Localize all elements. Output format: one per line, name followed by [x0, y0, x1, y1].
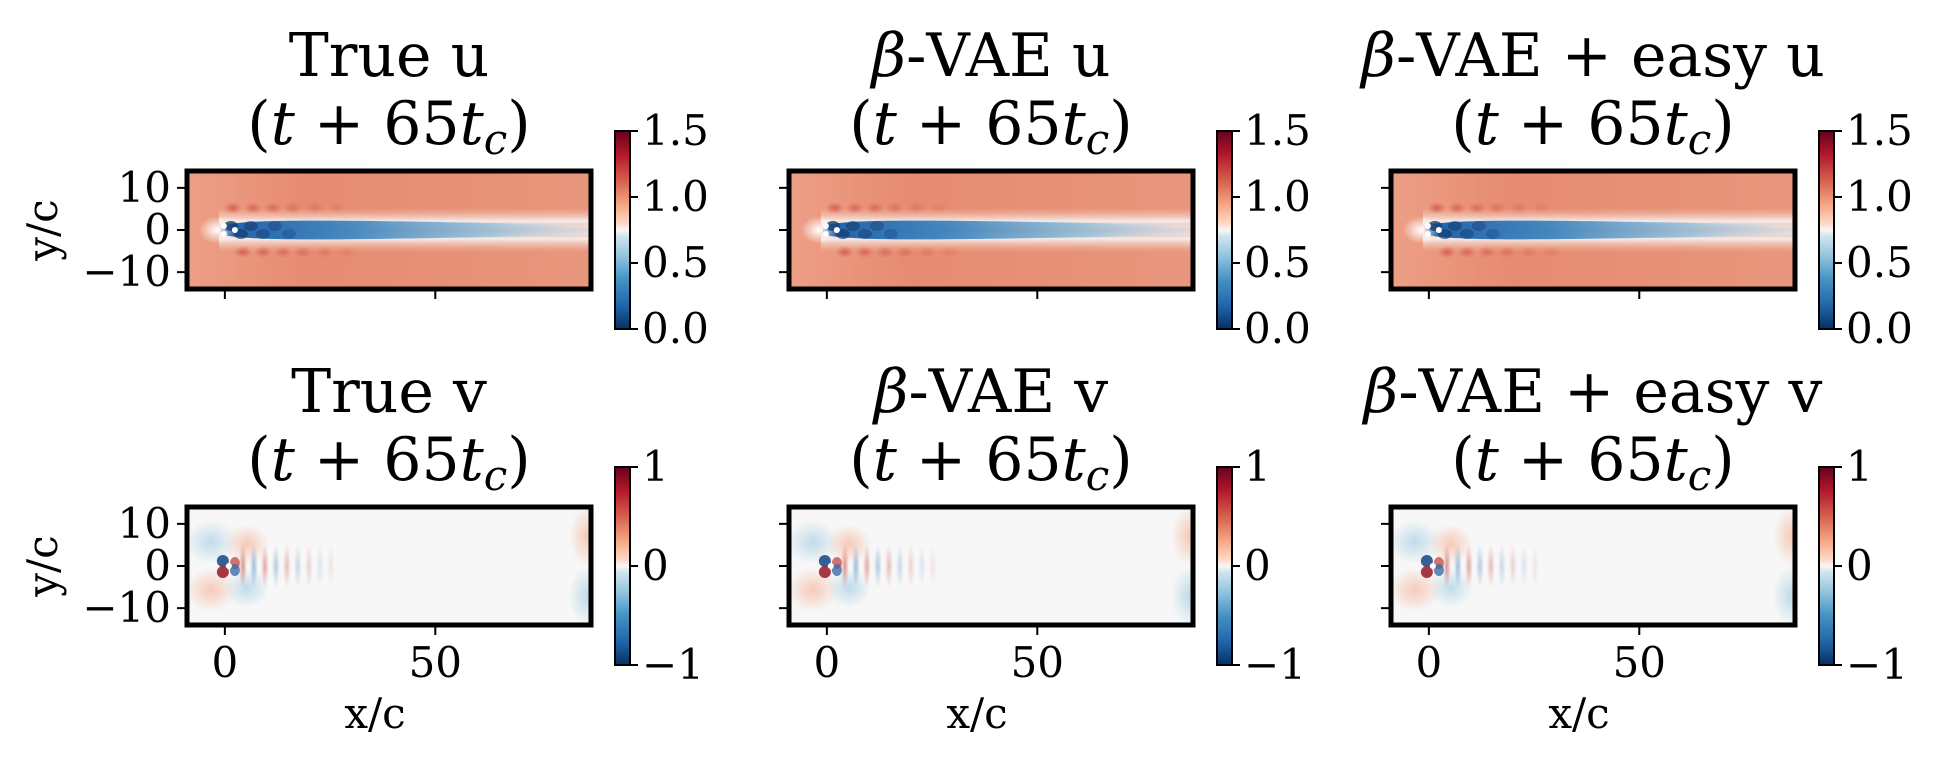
colorbar: 1 0 −1	[1216, 442, 1306, 689]
colorbar-gradient	[1217, 467, 1232, 665]
wake-deficit	[220, 220, 591, 240]
colorbar-tick-label: 1.0	[642, 172, 709, 221]
y-tick-label: 0	[144, 205, 171, 254]
colorbar-tick-label: 1	[1244, 442, 1271, 491]
panel-5: β-VAE v(t + 65tc) 0 50x/c 1 0 −1	[779, 357, 1306, 738]
title-text: True u	[289, 21, 490, 91]
panel-title: β-VAE + easy u	[1359, 21, 1824, 91]
colorbar-tick-label: −1	[1846, 640, 1908, 689]
wake-deficit	[822, 220, 1193, 240]
heatmap-field	[1391, 507, 1795, 625]
x-tick-label: 0	[814, 638, 841, 687]
colorbar: 1 0 −1	[614, 442, 704, 689]
colorbar: 1 0 −1	[1818, 442, 1908, 689]
x-tick-label: 50	[1011, 638, 1064, 687]
panel-1: True u(t + 65tc) 100−10 y/c 1.5 1.0 0.5 0.0	[18, 21, 709, 353]
title-text: -VAE + easy v	[1398, 357, 1822, 427]
colorbar-tick-label: 0	[1244, 541, 1271, 590]
panel-title: β-VAE + easy v	[1362, 357, 1823, 427]
colorbar: 1.5 1.0 0.5 0.0	[1818, 106, 1913, 353]
colorbar-tick-label: 0.5	[642, 238, 709, 287]
x-tick-label: 50	[409, 638, 462, 687]
x-tick-label: 0	[1416, 638, 1443, 687]
colorbar-tick-label: 1.0	[1244, 172, 1311, 221]
colorbar-tick-label: 0.0	[642, 304, 709, 353]
y-axis-label: y/c	[18, 199, 67, 261]
colorbar-gradient	[1217, 131, 1232, 329]
title-greek-prefix: β	[1359, 21, 1396, 91]
colorbar-tick-label: 1.5	[1846, 106, 1913, 155]
panel-subtitle: (t + 65tc)	[247, 89, 530, 164]
colorbar-tick-label: −1	[642, 640, 704, 689]
y-tick-label: −10	[82, 583, 171, 632]
colorbar-tick-label: 1.0	[1846, 172, 1913, 221]
heatmap-field	[187, 171, 591, 289]
colorbar-gradient	[615, 467, 630, 665]
colorbar-gradient	[1819, 467, 1834, 665]
panel-title: β-VAE u	[869, 21, 1110, 91]
colorbar-tick-label: 0	[642, 541, 669, 590]
colorbar-tick-label: 0.0	[1846, 304, 1913, 353]
heatmap-field	[1391, 171, 1795, 289]
colorbar-tick-label: 1	[1846, 442, 1873, 491]
title-greek-prefix: β	[1362, 357, 1399, 427]
y-tick-label: 0	[144, 541, 171, 590]
colorbar-tick-label: −1	[1244, 640, 1306, 689]
title-greek-prefix: β	[869, 21, 906, 91]
colorbar: 1.5 1.0 0.5 0.0	[614, 106, 709, 353]
colorbar-gradient	[1819, 131, 1834, 329]
colorbar-tick-label: 1	[642, 442, 669, 491]
colorbar-tick-label: 0.0	[1244, 304, 1311, 353]
x-axis-label: x/c	[344, 689, 405, 738]
title-greek-prefix: β	[872, 357, 909, 427]
x-tick-label: 50	[1613, 638, 1666, 687]
colorbar-tick-label: 0.5	[1244, 238, 1311, 287]
heatmap-field	[789, 507, 1193, 625]
title-text: -VAE + easy u	[1396, 21, 1825, 91]
panel-subtitle: (t + 65tc)	[849, 89, 1132, 164]
colorbar-tick-label: 0	[1846, 541, 1873, 590]
colorbar: 1.5 1.0 0.5 0.0	[1216, 106, 1311, 353]
title-text: -VAE v	[909, 357, 1109, 427]
panel-subtitle: (t + 65tc)	[849, 425, 1132, 500]
wake-deficit	[1424, 220, 1795, 240]
x-axis-label: x/c	[946, 689, 1007, 738]
y-tick-label: −10	[82, 247, 171, 296]
heatmap-field	[789, 171, 1193, 289]
colorbar-tick-label: 0.5	[1846, 238, 1913, 287]
panel-6: β-VAE + easy v(t + 65tc) 0 50x/c 1 0 −1	[1362, 357, 1908, 738]
y-tick-label: 10	[118, 499, 171, 548]
colorbar-tick-label: 1.5	[1244, 106, 1311, 155]
title-text: -VAE u	[906, 21, 1110, 91]
panel-subtitle: (t + 65tc)	[1451, 89, 1734, 164]
panel-title: True v	[291, 357, 487, 427]
heatmap-field	[187, 507, 591, 625]
panel-3: β-VAE + easy u(t + 65tc) 1.5 1.0 0.5 0.0	[1359, 21, 1913, 353]
x-axis-label: x/c	[1548, 689, 1609, 738]
panel-title: True u	[289, 21, 490, 91]
panel-2: β-VAE u(t + 65tc) 1.5 1.0 0.5 0.0	[779, 21, 1311, 353]
panel-title: β-VAE v	[872, 357, 1108, 427]
title-text: True v	[291, 357, 487, 427]
x-tick-label: 0	[212, 638, 239, 687]
y-axis-label: y/c	[18, 535, 67, 597]
panel-subtitle: (t + 65tc)	[247, 425, 530, 500]
panel-subtitle: (t + 65tc)	[1451, 425, 1734, 500]
colorbar-tick-label: 1.5	[642, 106, 709, 155]
colorbar-gradient	[615, 131, 630, 329]
panel-4: True v(t + 65tc)100−100 50y/cx/c10−1	[18, 357, 704, 738]
y-tick-label: 10	[118, 163, 171, 212]
